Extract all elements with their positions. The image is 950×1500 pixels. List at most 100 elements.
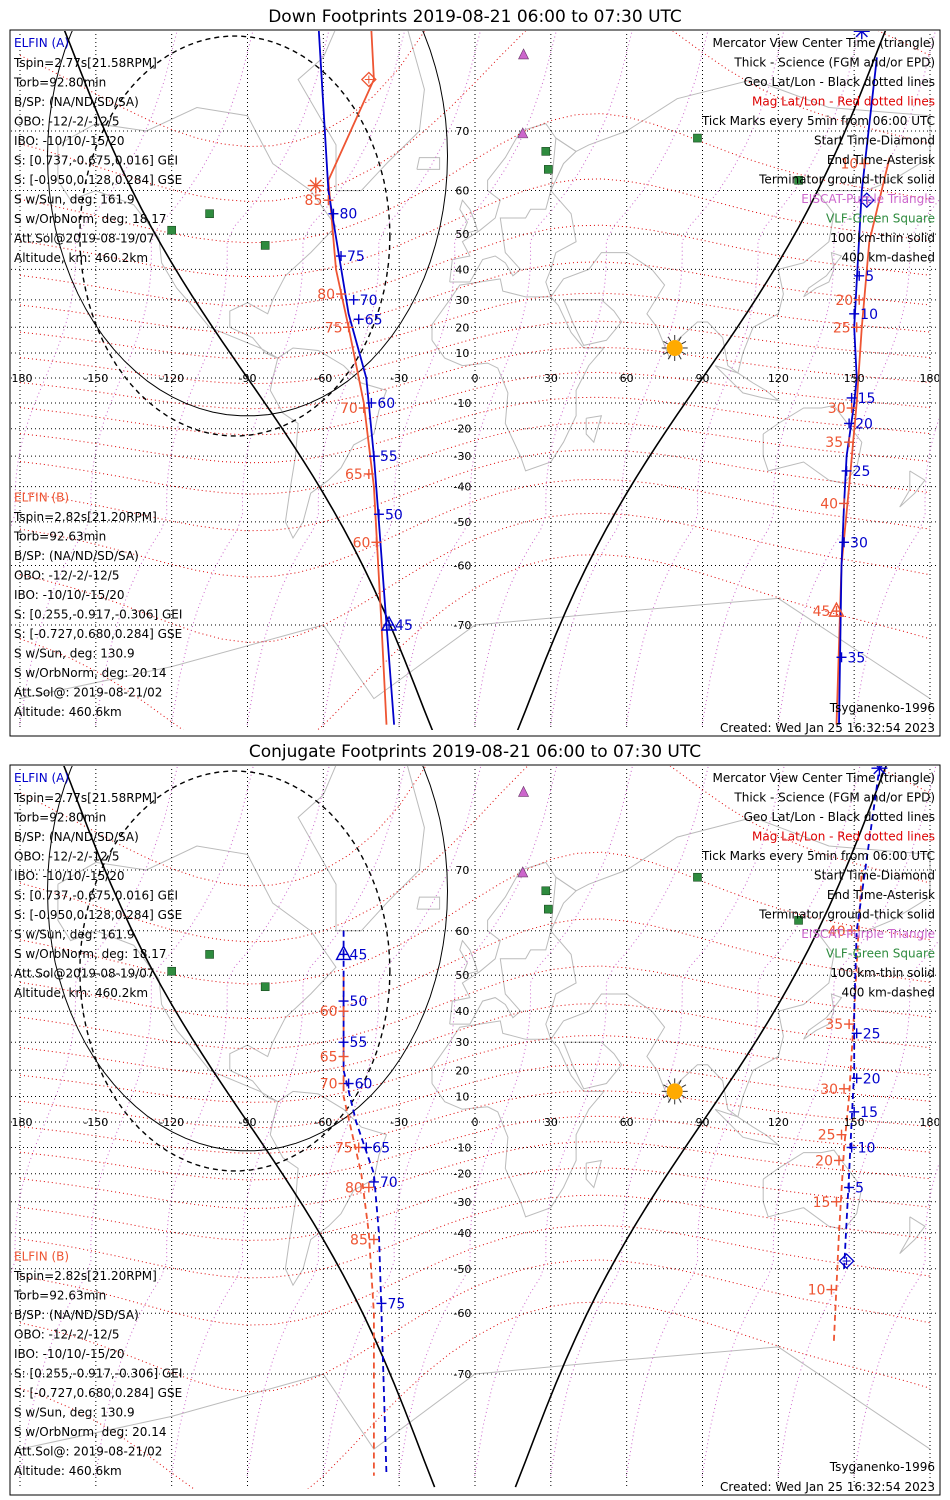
lat-tick-label: 50 <box>455 969 469 982</box>
lat-tick-label: -70 <box>453 1368 471 1381</box>
legend: Mercator View Center Time (triangle) Thic… <box>701 36 935 265</box>
legend-entry: 400 km-dashed <box>841 251 935 265</box>
elfin-b-main-tick-label: 85 <box>305 193 323 209</box>
elfin-a-main-tick-label: 75 <box>387 1296 405 1312</box>
lat-tick-label: -30 <box>453 1196 471 1209</box>
lat-tick-label: 70 <box>455 864 469 877</box>
lat-tick-label: -10 <box>453 397 471 410</box>
axis-labels: -180 -150 -120 -90 -60 -30 0 30 60 90 120 150 180 70 6… <box>8 864 939 1381</box>
elfin-a-info-line: IBO: -10/10/-15/20 <box>14 134 125 148</box>
elfin-b-east-tick-label: 10 <box>808 1283 826 1299</box>
lat-tick-label: -50 <box>453 516 471 529</box>
mag-meridian <box>246 31 481 725</box>
start-time-diamond <box>858 192 875 209</box>
conjugate-panel-title: Conjugate Footprints 2019-08-21 06:00 to… <box>249 742 701 762</box>
elfin-b-east-tick-label: 25 <box>818 1128 836 1144</box>
elfin-a-info-line: Torb=92.80min <box>13 76 106 90</box>
legend-entry: 100 km-thin solid <box>830 966 935 980</box>
mag-parallel <box>19 346 931 410</box>
elfin-a-east-tick-label: 25 <box>853 464 871 480</box>
legend-entry: EISCAT-Purple Triangle <box>801 927 935 941</box>
mag-meridian <box>625 31 861 725</box>
lon-tick-label: -150 <box>83 372 108 385</box>
lon-tick-label: 90 <box>696 1116 710 1129</box>
elfin-a-name: ELFIN (A) <box>14 36 69 50</box>
elfin-b-main-tick-label: 80 <box>345 1180 363 1196</box>
mag-meridian <box>777 939 939 1476</box>
elfin-a-info-line: IBO: -10/10/-15/20 <box>14 869 125 883</box>
legend-entry: Thick - Science (FGM and/or EPD) <box>733 56 935 70</box>
mag-meridian <box>19 766 254 1476</box>
mag-meridian <box>170 31 406 725</box>
vlf-square <box>693 872 702 882</box>
elfin-b-main-tick-label: 85 <box>350 1232 368 1248</box>
lon-tick-label: -180 <box>8 372 33 385</box>
elfin-a-info-line: OBO: -12/-2/-12/5 <box>14 850 120 864</box>
terminator <box>63 31 887 730</box>
elfin-b-info-line: S: [0.255,-0.917,-0.306] GEI <box>14 608 182 622</box>
vlf-square <box>693 133 702 143</box>
elfin-b-main-tick-label: 70 <box>320 1077 338 1093</box>
vlf-square <box>167 225 176 235</box>
vlf-square <box>167 966 176 976</box>
elfin-b-main-track <box>342 975 375 1476</box>
elfin-a-info-line: S w/Sun, deg: 161.9 <box>14 928 135 942</box>
elfin-a-info-line: S w/Sun, deg: 161.9 <box>14 193 135 207</box>
mag-parallel <box>19 1115 931 1181</box>
center-time-triangle <box>380 615 398 631</box>
mag-parallel <box>19 371 931 436</box>
mag-parallel <box>19 1259 931 1393</box>
elfin-a-main-tick-label: 45 <box>350 947 368 963</box>
elfin-a-east-tick-label: 15 <box>858 391 876 407</box>
lat-tick-label: -10 <box>453 1141 471 1154</box>
footprint-tracks: 6065707580854550556065707540353025201510… <box>320 766 888 1476</box>
lon-tick-label: -30 <box>390 1116 408 1129</box>
elfin-b-info-line: S: [0.255,-0.917,-0.306] GEI <box>14 1367 182 1381</box>
lon-tick-label: -150 <box>83 1116 108 1129</box>
lat-tick-label: 20 <box>455 321 469 334</box>
elfin-b-east-tick-label: 40 <box>820 496 838 512</box>
conjugate-map-content: 6065707580854550556065707540353025201510… <box>8 766 939 1489</box>
legend-entry: EISCAT-Purple Triangle <box>801 192 935 206</box>
legend-entry: Tick Marks every 5min from 06:00 UTC <box>701 849 935 863</box>
lon-tick-label: -180 <box>8 1116 33 1129</box>
lon-tick-label: 0 <box>472 1116 479 1129</box>
elfin-a-info: ELFIN (A) Tspin=2.77s[21.58RPM] Torb=92.80… <box>13 771 182 1000</box>
footprint-tracks: 8580757065605580757065605550451020253035… <box>305 31 891 725</box>
vlf-square <box>794 176 803 185</box>
lat-tick-label: 50 <box>455 228 469 241</box>
lat-tick-label: -50 <box>453 1263 471 1276</box>
sun-icon <box>661 334 688 361</box>
start-time-diamond <box>360 71 377 88</box>
elfin-a-east-tick-label: 30 <box>850 535 868 551</box>
elfin-a-east-tick-label: 25 <box>863 1026 881 1042</box>
elfin-a-main-tick-label: 60 <box>355 1077 373 1093</box>
lon-tick-label: 150 <box>844 1116 865 1129</box>
down-map-content: 8580757065605580757065605550451020253035… <box>8 31 939 730</box>
mag-parallel <box>19 1003 931 1077</box>
elfin-a-info-line: S: [0.737,-0.675,0.016] GEI <box>14 154 178 168</box>
eiscat-triangle <box>517 866 529 878</box>
lon-tick-label: 30 <box>544 372 558 385</box>
legend-entry: Thick - Science (FGM and/or EPD) <box>733 791 935 805</box>
elfin-a-info-line: S: [-0.950,0.128,0.284] GSE <box>14 908 182 922</box>
elfin-b-info-line: S: [-0.727,0.680,0.284] GSE <box>14 627 182 641</box>
lat-tick-label: 20 <box>455 1064 469 1077</box>
elfin-b-info-line: Tspin=2.82s[21.20RPM] <box>13 510 157 524</box>
elfin-b-east-tick-label: 15 <box>813 1195 831 1211</box>
elfin-a-info: ELFIN (A) Tspin=2.77s[21.58RPM] Torb=92.80… <box>13 36 182 265</box>
elfin-a-main-tick-label: 65 <box>365 312 383 328</box>
elfin-a-main-tick-label: 65 <box>372 1140 390 1156</box>
elfin-b-info-line: Tspin=2.82s[21.20RPM] <box>13 1269 157 1283</box>
mag-parallel <box>19 449 931 532</box>
elfin-a-main-tick-label: 70 <box>380 1175 398 1191</box>
elfin-b-east-tick-label: 25 <box>833 320 851 336</box>
elfin-b-info-line: B/SP: (NA/ND/SD/SA) <box>14 549 139 563</box>
elfin-a-east-track <box>843 768 881 1269</box>
vlf-square <box>794 916 803 925</box>
vlf-square <box>544 904 553 914</box>
end-time-asterisk <box>871 766 888 777</box>
stations <box>167 785 803 1105</box>
conjugate-map: 6065707580854550556065707540353025201510… <box>8 766 939 1489</box>
legend-entry: 100 km-thin solid <box>830 231 935 245</box>
